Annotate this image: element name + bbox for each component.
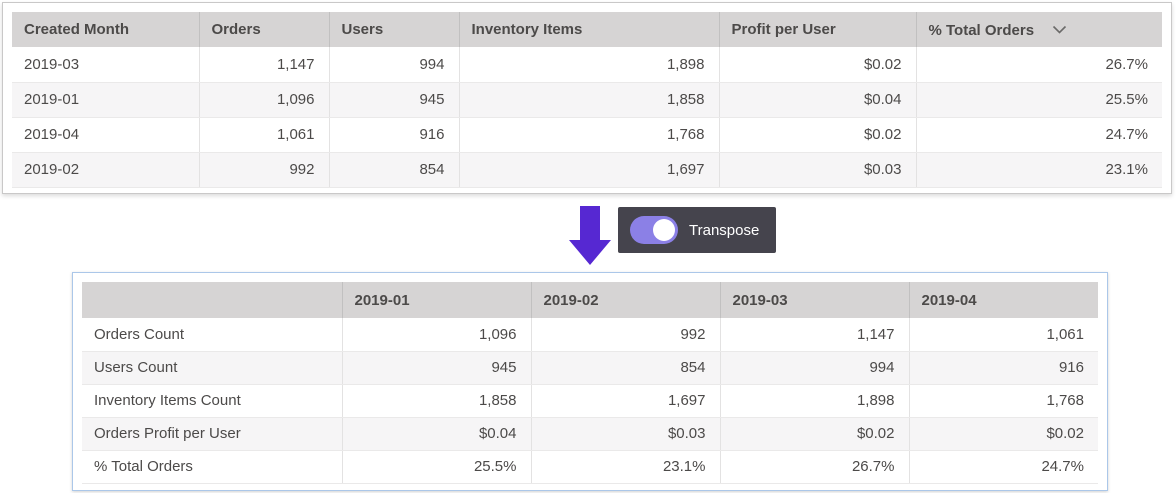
table-cell: 945 [341,351,531,385]
transpose-arrow-icon [569,206,611,265]
chevron-down-icon[interactable] [1052,21,1067,38]
table-cell: 2019-01 [12,82,199,118]
column-header-inventory-items[interactable]: Inventory Items [458,12,719,47]
table-row: Users Count 945 854 994 916 [82,351,1098,385]
table-cell: 23.1% [915,152,1162,188]
table-cell: 2019-02 [12,152,199,188]
table-cell: 1,697 [458,152,719,188]
table-header-row: Created Month Orders Users Inventory Ite… [12,12,1162,47]
table-header-row: 2019-01 2019-02 2019-03 2019-04 [82,282,1098,318]
table-cell: 994 [719,351,909,385]
row-label: Inventory Items Count [82,384,342,418]
column-header-pct-total-orders[interactable]: % Total Orders [915,12,1162,47]
table-cell: $0.03 [718,152,916,188]
row-label: Orders Profit per User [82,417,342,451]
table-cell: 25.5% [341,450,531,484]
table-cell: $0.02 [719,417,909,451]
table-cell: 2019-04 [12,117,199,153]
table-cell: $0.02 [718,47,916,83]
table-cell: 992 [198,152,329,188]
table-row: 2019-01 1,096 945 1,858 $0.04 25.5% [12,82,1162,118]
table-cell: $0.02 [908,417,1098,451]
table-cell: 26.7% [915,47,1162,83]
table-cell: 1,096 [198,82,329,118]
table-cell: 23.1% [530,450,720,484]
table-cell: $0.04 [718,82,916,118]
table-cell: 854 [328,152,459,188]
table-row: % Total Orders 25.5% 23.1% 26.7% 24.7% [82,450,1098,484]
table-cell: 25.5% [915,82,1162,118]
corner-header [82,282,342,318]
table-cell: 1,147 [719,318,909,352]
transpose-toggle[interactable] [630,216,678,244]
column-header-profit-per-user[interactable]: Profit per User [718,12,916,47]
table-cell: 26.7% [719,450,909,484]
original-table: Created Month Orders Users Inventory Ite… [12,12,1162,188]
column-header-2019-04[interactable]: 2019-04 [908,282,1098,318]
table-cell: 1,061 [908,318,1098,352]
transposed-table-card: 2019-01 2019-02 2019-03 2019-04 Orders C… [72,272,1108,491]
original-table-card: Created Month Orders Users Inventory Ite… [2,2,1172,194]
transpose-label: Transpose [689,221,760,239]
table-cell: 1,858 [458,82,719,118]
toggle-knob-icon [653,219,675,241]
row-label: Users Count [82,351,342,385]
table-cell: 1,061 [198,117,329,153]
column-header-label: % Total Orders [928,21,1035,39]
column-header-2019-02[interactable]: 2019-02 [530,282,720,318]
table-cell: 916 [328,117,459,153]
column-header-users[interactable]: Users [328,12,459,47]
table-cell: 1,768 [458,117,719,153]
table-row: Orders Count 1,096 992 1,147 1,061 [82,318,1098,352]
table-cell: 1,858 [341,384,531,418]
table-cell: 1,768 [908,384,1098,418]
table-cell: $0.04 [341,417,531,451]
table-cell: 854 [530,351,720,385]
table-cell: 916 [908,351,1098,385]
table-cell: 1,898 [719,384,909,418]
table-cell: 1,147 [198,47,329,83]
table-cell: $0.03 [530,417,720,451]
table-row: 2019-04 1,061 916 1,768 $0.02 24.7% [12,117,1162,153]
table-cell: 1,898 [458,47,719,83]
row-label: % Total Orders [82,450,342,484]
column-header-2019-03[interactable]: 2019-03 [719,282,909,318]
table-cell: 1,697 [530,384,720,418]
table-row: Orders Profit per User $0.04 $0.03 $0.02… [82,417,1098,451]
table-cell: 1,096 [341,318,531,352]
column-header-orders[interactable]: Orders [198,12,329,47]
table-cell: 992 [530,318,720,352]
table-row: 2019-03 1,147 994 1,898 $0.02 26.7% [12,47,1162,83]
row-label: Orders Count [82,318,342,352]
transposed-table: 2019-01 2019-02 2019-03 2019-04 Orders C… [82,282,1098,484]
table-cell: 24.7% [915,117,1162,153]
column-header-2019-01[interactable]: 2019-01 [341,282,531,318]
table-cell: 24.7% [908,450,1098,484]
column-header-created-month[interactable]: Created Month [12,12,199,47]
table-row: Inventory Items Count 1,858 1,697 1,898 … [82,384,1098,418]
table-cell: 994 [328,47,459,83]
transpose-control[interactable]: Transpose [618,207,777,253]
table-cell: 945 [328,82,459,118]
table-row: 2019-02 992 854 1,697 $0.03 23.1% [12,152,1162,188]
table-cell: $0.02 [718,117,916,153]
table-cell: 2019-03 [12,47,199,83]
